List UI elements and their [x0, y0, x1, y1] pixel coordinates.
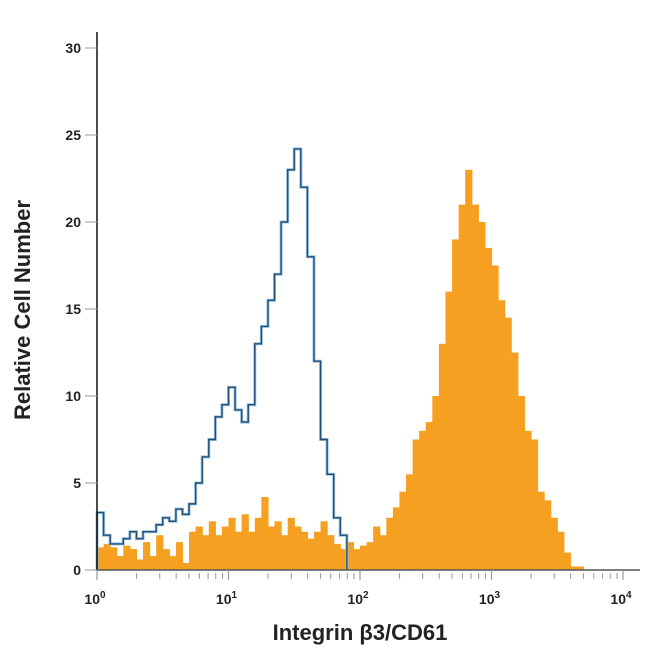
histogram-bar	[498, 300, 506, 570]
histogram-bar	[320, 521, 328, 570]
histogram-bar	[189, 531, 197, 570]
histogram-bar	[340, 549, 348, 570]
histogram-bar	[386, 517, 394, 570]
x-tick-label: 101	[216, 590, 238, 607]
histogram-bar	[248, 531, 256, 570]
histogram-bar	[136, 559, 144, 570]
histogram-bar	[399, 491, 407, 570]
histogram-bar	[235, 531, 243, 570]
histogram-bar	[228, 517, 236, 570]
histogram-bar	[307, 538, 315, 570]
histogram-bar	[221, 526, 230, 570]
histogram-bar	[202, 535, 210, 570]
histogram-bar	[557, 531, 565, 570]
y-axis-title: Relative Cell Number	[10, 200, 35, 421]
histogram-bar	[149, 556, 157, 570]
histogram-bar	[412, 439, 420, 570]
histogram-bar	[182, 563, 190, 570]
histogram-bar	[524, 430, 532, 570]
histogram-bar	[537, 491, 545, 570]
histogram-bar	[267, 526, 276, 570]
histogram-bar	[287, 517, 295, 570]
histogram-bar	[254, 517, 262, 570]
histogram-bar	[530, 439, 539, 570]
histogram-bar	[563, 552, 571, 570]
stained-histogram	[97, 169, 585, 571]
histogram-bar	[452, 239, 460, 570]
histogram-bar	[110, 547, 118, 570]
isotype-outline-glow	[95, 147, 349, 570]
histogram-bar	[129, 549, 138, 570]
histogram-bar	[379, 535, 387, 570]
histogram-bar	[162, 549, 170, 570]
histogram-bar	[406, 474, 414, 570]
histogram-bar	[353, 549, 361, 570]
histogram-bar	[156, 535, 164, 570]
histogram-bar	[432, 396, 440, 570]
histogram-bar	[123, 545, 131, 570]
histogram-bar	[215, 535, 223, 570]
histogram-bar	[478, 222, 486, 570]
axes	[96, 32, 640, 571]
x-tick-label: 102	[347, 590, 369, 607]
histogram-bar	[281, 535, 289, 570]
histogram-bar	[576, 566, 585, 570]
y-ticks: 0 5 10 15 20 25 30	[65, 40, 97, 578]
histogram-bar	[97, 547, 105, 570]
histogram-bar	[465, 169, 473, 571]
x-ticks: 100 101 102 103 104	[84, 570, 632, 607]
y-tick-label: 10	[65, 388, 81, 404]
histogram-bar	[313, 531, 322, 570]
histogram-bar	[346, 542, 355, 570]
y-tick-label: 25	[65, 127, 81, 143]
histogram-bar	[491, 265, 499, 570]
histogram-bar	[570, 566, 578, 570]
histogram-bar	[392, 507, 401, 570]
histogram-bar	[544, 500, 552, 570]
histogram-bar	[169, 556, 177, 570]
y-tick-label: 0	[73, 562, 81, 578]
histogram-bar	[294, 526, 302, 570]
y-tick-label: 5	[73, 475, 81, 491]
histogram-bar	[366, 542, 374, 570]
histogram-bar	[241, 514, 249, 570]
x-tick-label: 100	[84, 590, 106, 607]
histogram-bar	[175, 542, 184, 570]
histogram-bar	[300, 531, 308, 570]
histogram-bar	[143, 542, 151, 570]
histogram-bar	[333, 543, 341, 570]
histogram-bar	[327, 535, 335, 570]
y-tick-label: 20	[65, 214, 81, 230]
x-tick-label: 103	[479, 590, 501, 607]
histogram-bar	[103, 543, 111, 570]
x-axis-title: Integrin β3/CD61	[273, 620, 448, 645]
histogram-bar	[458, 204, 466, 570]
histogram-bar	[360, 545, 368, 570]
histogram-bar	[511, 352, 519, 570]
histogram-bar	[445, 291, 453, 570]
histogram-bar	[504, 317, 512, 570]
histogram-bar	[517, 396, 525, 570]
histogram-bar	[274, 521, 282, 570]
histogram-bar	[419, 430, 427, 570]
histogram-bar	[373, 526, 381, 570]
y-tick-label: 30	[65, 40, 81, 56]
isotype-histogram	[95, 147, 349, 570]
isotype-outline	[96, 148, 348, 570]
y-tick-label: 15	[65, 301, 81, 317]
histogram-bar	[116, 556, 124, 570]
histogram-bar	[261, 496, 269, 570]
x-tick-label: 104	[610, 590, 632, 607]
histogram-bar	[550, 517, 558, 570]
histogram-bar	[471, 204, 479, 570]
histogram-bar	[195, 526, 203, 570]
histogram-bar	[484, 248, 493, 570]
histogram-bar	[425, 422, 433, 570]
histogram-bar	[208, 521, 216, 570]
histogram-bar	[438, 343, 447, 570]
